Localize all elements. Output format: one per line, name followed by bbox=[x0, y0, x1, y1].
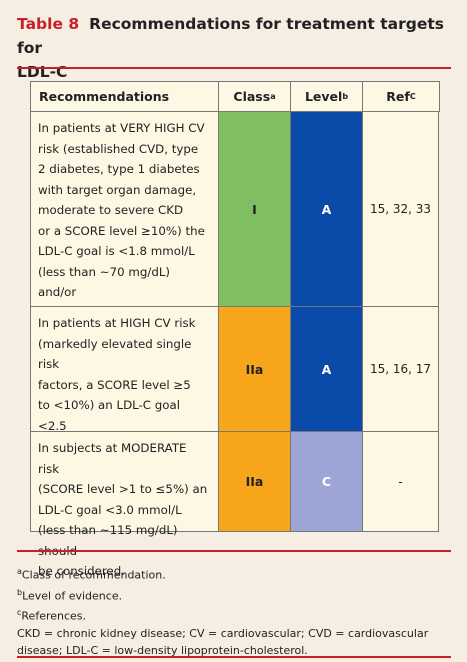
header-sup: a bbox=[270, 92, 276, 101]
footnote: aClass of recommendation. bbox=[17, 563, 428, 584]
rule bbox=[17, 67, 451, 69]
header-cell: Level b bbox=[290, 81, 363, 112]
footnote-sup: a bbox=[17, 567, 22, 576]
recommendation-line: In patients at HIGH CV risk bbox=[38, 316, 196, 330]
header-text: Ref bbox=[386, 89, 410, 104]
class-text: IIa bbox=[245, 361, 264, 377]
header-sup: C bbox=[409, 92, 416, 101]
recommendation-cell: In subjects at MODERATE risk (SCORE level… bbox=[30, 431, 219, 578]
recommendation-line: LDL-C goal is <1.8 mmol/L bbox=[38, 244, 195, 258]
recommendation-line: In subjects at MODERATE risk bbox=[38, 441, 187, 476]
recommendation-line: In patients at VERY HIGH CV bbox=[38, 121, 205, 135]
table-label: Table 8 bbox=[17, 15, 80, 33]
level-text: A bbox=[321, 361, 332, 377]
header-cell: Class a bbox=[218, 81, 291, 112]
recommendation-line: to <10%) an LDL-C goal <2.5 bbox=[38, 398, 180, 433]
recommendation-cell: In patients at HIGH CV risk (markedly ele… bbox=[30, 306, 219, 494]
ref-text: - bbox=[398, 474, 403, 489]
recommendation-line: be considered. bbox=[38, 564, 125, 578]
ref-text: 15, 16, 17 bbox=[369, 362, 432, 376]
recommendation-line: 2 diabetes, type 1 diabetes bbox=[38, 162, 200, 176]
footnotes: aClass of recommendation. bLevel of evide… bbox=[17, 563, 428, 659]
footnote-text: disease; LDL-C = low-density lipoprotein… bbox=[17, 643, 308, 657]
rule bbox=[17, 656, 451, 658]
ref-cell: 15, 32, 33 bbox=[362, 111, 439, 307]
header-text: Class bbox=[233, 89, 271, 104]
recommendation-cell: In patients at VERY HIGH CV risk (establi… bbox=[30, 111, 219, 361]
recommendation-line: risk (established CVD, type bbox=[38, 141, 199, 156]
header-text: Level bbox=[304, 89, 343, 104]
footnote-sup: b bbox=[17, 587, 23, 597]
recommendation-line: or a SCORE level ≥10%) the bbox=[38, 223, 205, 238]
footnote: CKD = chronic kidney disease; CV = cardi… bbox=[17, 625, 428, 642]
class-text: IIa bbox=[245, 474, 264, 489]
recommendation-line: moderate to severe CKD bbox=[38, 203, 184, 217]
ref-cell: 15, 16, 17 bbox=[362, 306, 439, 432]
level-cell: A bbox=[290, 111, 363, 307]
recommendation-line: with target organ damage, bbox=[38, 182, 197, 197]
recommendation-line: (less than ~115 mg/dL) should bbox=[38, 523, 178, 558]
footnote: disease; LDL-C = low-density lipoprotein… bbox=[17, 642, 428, 659]
footnote: cReferences. bbox=[17, 604, 428, 625]
recommendation-line: (SCORE level >1 to ≤5%) an bbox=[38, 482, 208, 496]
level-cell: C bbox=[290, 431, 363, 532]
title-line: Table 8 Recommendations for treatment tar… bbox=[17, 12, 467, 60]
level-cell: A bbox=[290, 306, 363, 432]
recommendation-line: LDL-C goal <3.0 mmol/L bbox=[38, 502, 182, 517]
level-text: C bbox=[321, 474, 332, 489]
footnote-text: CKD = chronic kidney disease; CV = cardi… bbox=[17, 626, 429, 640]
class-cell: I bbox=[218, 111, 291, 307]
recommendation-line: factors, a SCORE level ≥5 bbox=[38, 377, 191, 392]
header-text: Recommendations bbox=[39, 89, 170, 104]
recommendation-line: (less than ~70 mg/dL) and/or bbox=[38, 264, 171, 300]
title-block: Table 8 Recommendations for treatment tar… bbox=[17, 12, 467, 84]
recommendation-line: (markedly elevated single risk bbox=[38, 336, 192, 372]
footnote-text: References. bbox=[21, 609, 87, 623]
class-text: I bbox=[252, 201, 257, 217]
header-sup: b bbox=[342, 92, 349, 101]
footnote-sup: c bbox=[17, 608, 22, 618]
rule bbox=[17, 550, 451, 552]
table-title: Recommendations for treatment targets fo… bbox=[17, 15, 444, 57]
header-cell: Ref C bbox=[362, 81, 440, 112]
ref-cell: - bbox=[362, 431, 439, 532]
level-text: A bbox=[321, 201, 332, 217]
ref-text: 15, 32, 33 bbox=[369, 202, 432, 216]
header-cell: Recommendations bbox=[30, 81, 219, 112]
footnote-text: Class of recommendation. bbox=[21, 568, 166, 582]
footnote: bLevel of evidence. bbox=[17, 584, 428, 605]
footnote-text: Level of evidence. bbox=[22, 589, 123, 603]
class-cell: IIa bbox=[218, 306, 291, 432]
class-cell: IIa bbox=[218, 431, 291, 532]
